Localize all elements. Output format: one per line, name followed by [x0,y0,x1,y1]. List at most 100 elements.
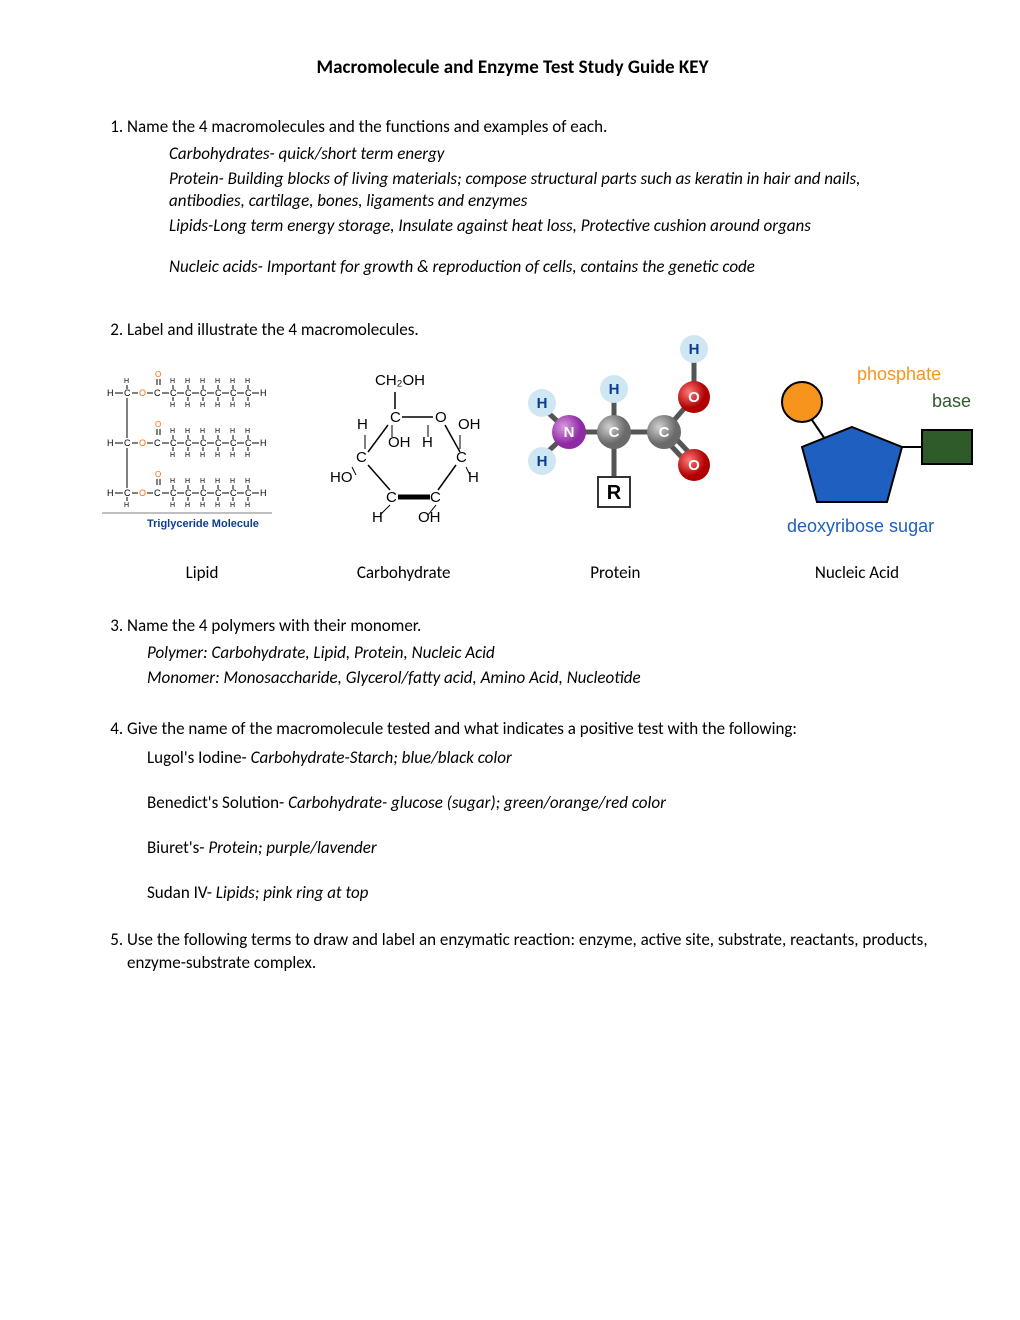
svg-text:H: H [200,378,205,385]
sugar-label: deoxyribose sugar [787,516,934,536]
svg-text:H: H [688,341,699,358]
svg-text:C: C [658,424,669,441]
svg-text:H: H [536,453,547,470]
svg-text:O: O [155,370,161,379]
svg-text:H: H [260,438,267,448]
svg-text:O: O [435,409,447,426]
svg-text:O: O [139,488,146,498]
svg-text:OH: OH [418,509,441,526]
svg-text:H: H [245,402,250,409]
q3-ans-1: Monomer: Monosaccharide, Glycerol/fatty … [147,667,940,690]
svg-text:C: C [230,488,237,498]
svg-text:C: C [386,489,397,506]
svg-text:C: C [170,438,177,448]
q1-prompt: Name the 4 macromolecules and the functi… [127,116,607,137]
label-protein: Protein [510,562,720,585]
svg-text:C: C [124,488,131,498]
nucleotide-svg: phosphate base deoxyribose sugar [757,352,977,552]
svg-text:C: C [215,438,222,448]
svg-text:H: H [245,452,250,459]
label-lipid: Lipid [107,562,297,585]
svg-text:C: C [154,438,161,448]
svg-text:C: C [356,449,367,466]
svg-text:H: H [185,452,190,459]
label-carb: Carbohydrate [324,562,484,585]
svg-text:H: H [200,402,205,409]
svg-text:C: C [154,388,161,398]
svg-text:H: H [260,488,267,498]
nucleotide-figure: phosphate base deoxyribose sugar [757,352,977,552]
q3-answers: Polymer: Carbohydrate, Lipid, Protein, N… [147,642,940,690]
q4-prompt: Give the name of the macromolecule teste… [127,718,797,739]
q1-ans-1: Protein- Building blocks of living mater… [169,168,940,214]
q3-prompt: Name the 4 polymers with their monomer. [127,615,421,636]
svg-text:H: H [536,395,547,412]
q1-ans-3: Nucleic acids- Important for growth & re… [169,256,940,279]
base-label: base [932,391,971,411]
q4-test-2: Biuret's- Protein; purple/lavender [147,837,940,860]
q4-test-0: Lugol's Iodine- Carbohydrate-Starch; blu… [147,747,940,770]
svg-text:H: H [200,452,205,459]
svg-text:C: C [200,488,207,498]
svg-text:C: C [390,409,401,426]
svg-text:H: H [200,428,205,435]
svg-text:C: C [230,388,237,398]
question-1: Name the 4 macromolecules and the functi… [127,116,940,280]
svg-text:H: H [608,381,619,398]
svg-text:C: C [215,488,222,498]
svg-text:OH: OH [458,416,480,433]
svg-text:H: H [230,402,235,409]
svg-text:OH: OH [388,434,411,451]
svg-text:H: H [170,402,175,409]
svg-text:C: C [200,388,207,398]
q4-test-1: Benedict's Solution- Carbohydrate- gluco… [147,792,940,815]
page-title: Macromolecule and Enzyme Test Study Guid… [85,55,940,81]
svg-text:H: H [215,428,220,435]
q3-ans-0: Polymer: Carbohydrate, Lipid, Protein, N… [147,642,940,665]
question-2: Label and illustrate the 4 macromolecule… [127,319,940,585]
svg-text:H: H [230,428,235,435]
svg-text:H: H [215,378,220,385]
svg-text:O: O [155,470,161,479]
question-5: Use the following terms to draw and labe… [127,929,940,975]
figure-labels-row: Lipid Carbohydrate Protein Nucleic Acid [107,562,967,585]
svg-text:H: H [170,428,175,435]
q5-prompt: Use the following terms to draw and labe… [127,929,928,973]
q2-prompt: Label and illustrate the 4 macromolecule… [127,319,419,340]
carb-figure: CH₂OH C O C C C C [320,367,480,537]
svg-text:C: C [185,438,192,448]
protein-svg: H H H H N C C O [514,317,724,537]
svg-text:H: H [215,452,220,459]
question-4: Give the name of the macromolecule teste… [127,718,940,905]
svg-text:O: O [139,388,146,398]
svg-text:CH₂OH: CH₂OH [375,372,425,389]
svg-text:C: C [124,388,131,398]
svg-text:H: H [230,478,235,485]
q1-ans-2: Lipids-Long term energy storage, Insulat… [169,215,940,238]
svg-text:H: H [260,388,267,398]
svg-text:C: C [185,388,192,398]
svg-text:H: H [185,378,190,385]
svg-text:H: H [124,502,129,509]
lipid-caption: Triglyceride Molecule [147,518,259,530]
svg-text:H: H [230,452,235,459]
svg-text:R: R [606,482,621,504]
svg-text:H: H [422,434,433,451]
svg-text:H: H [185,502,190,509]
svg-text:H: H [245,428,250,435]
svg-text:H: H [468,469,479,486]
q1-ans-0: Carbohydrates- quick/short term energy [169,143,940,166]
svg-text:H: H [245,378,250,385]
q4-test-3: Sudan IV- Lipids; pink ring at top [147,882,940,905]
lipid-figure: H C O C O C [97,365,287,540]
svg-text:H: H [170,502,175,509]
svg-text:H: H [185,402,190,409]
svg-text:C: C [245,388,252,398]
svg-text:C: C [215,388,222,398]
label-nucleic: Nucleic Acid [747,562,967,585]
q1-answers: Carbohydrates- quick/short term energy P… [169,143,940,280]
svg-text:O: O [155,420,161,429]
figures-row: H C O C O C [97,352,977,552]
svg-text:H: H [215,478,220,485]
svg-text:C: C [124,438,131,448]
